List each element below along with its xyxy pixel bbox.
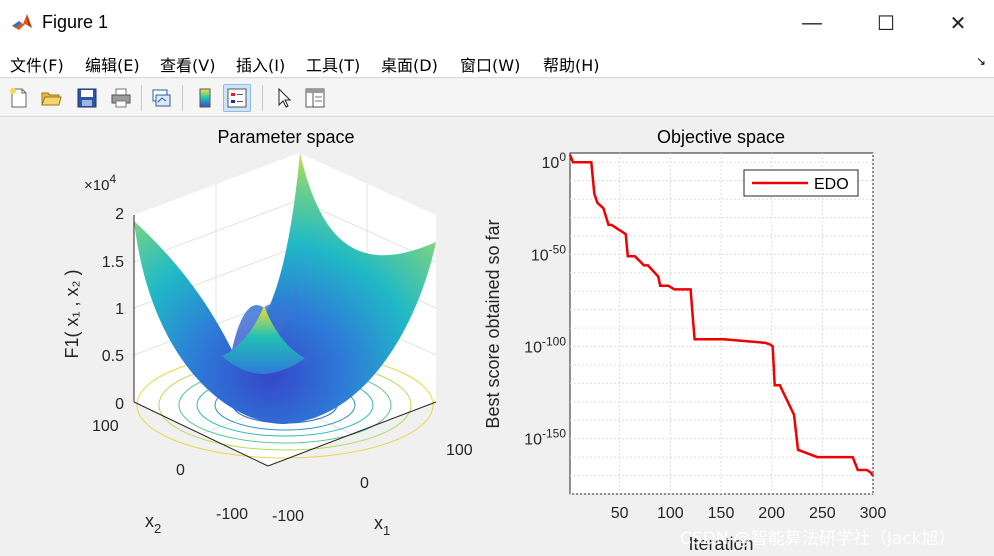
y-tick-labels: 100 10-50 10-100 10-150 — [524, 150, 566, 448]
x-tick: 100 — [446, 442, 473, 459]
menu-edit[interactable]: 编辑(E) — [85, 56, 140, 75]
property-inspector-button[interactable] — [301, 84, 329, 112]
figure-toolbar — [0, 79, 994, 117]
plot-area — [569, 152, 874, 495]
colorbar-icon — [199, 88, 211, 108]
surface-front-peak — [222, 306, 305, 374]
surface-plot: 2 1.5 1 0.5 0 ×104 100 0 -100 100 0 -100… — [62, 127, 473, 538]
new-figure-icon — [10, 88, 27, 108]
save-icon — [77, 88, 97, 108]
x-tick: 300 — [860, 505, 887, 522]
figure-svg: 2 1.5 1 0.5 0 ×104 100 0 -100 100 0 -100… — [62, 127, 956, 554]
surface-bowl — [134, 153, 436, 424]
x-tick: 50 — [611, 505, 629, 522]
menu-insert[interactable]: 插入(I) — [236, 56, 286, 75]
z-tick-labels: 2 1.5 1 0.5 0 — [102, 206, 124, 413]
convergence-plot: 50 100 150 200 250 300 100 10-50 10-100 … — [483, 127, 886, 554]
print-icon — [111, 88, 131, 108]
matlab-logo-icon — [11, 11, 33, 33]
y-tick: -100 — [216, 506, 248, 523]
z-tick: 0.5 — [102, 348, 124, 365]
x-axis-line — [267, 401, 437, 467]
x-tick: 100 — [657, 505, 684, 522]
y-tick: 10-150 — [524, 427, 566, 449]
new-figure-button[interactable] — [5, 84, 33, 112]
maximize-button[interactable]: ☐ — [877, 12, 895, 35]
y-tick: 10-50 — [531, 242, 566, 264]
x-grid — [619, 153, 874, 494]
colorbar-button[interactable] — [191, 84, 219, 112]
legend-button[interactable] — [223, 84, 251, 112]
y-tick: 100 — [92, 418, 119, 435]
x-tick-labels: 100 0 -100 — [272, 442, 473, 525]
legend-icon — [227, 88, 247, 108]
minimize-button[interactable]: — — [802, 11, 822, 34]
link-plot-icon — [152, 89, 171, 107]
open-file-icon — [41, 92, 62, 106]
close-button[interactable]: ✕ — [949, 12, 967, 35]
y-axis-label: x2 — [145, 511, 161, 536]
surface-title: Parameter space — [217, 127, 354, 147]
x-axis-label: x1 — [374, 513, 390, 538]
y-tick: 10-100 — [524, 335, 566, 357]
window-title-bar: Figure 1 — ☐ ✕ — [0, 0, 994, 46]
y-tick: 0 — [176, 462, 185, 479]
x-tick: 0 — [360, 475, 369, 492]
series-line-edo — [568, 154, 874, 477]
y-tick-labels: 100 0 -100 — [92, 418, 248, 523]
x-tick: 200 — [758, 505, 785, 522]
save-button[interactable] — [73, 84, 101, 112]
objective-title: Objective space — [657, 127, 785, 147]
menu-file[interactable]: 文件(F) — [10, 56, 64, 75]
pointer-icon — [278, 87, 292, 108]
z-tick: 1.5 — [102, 254, 124, 271]
legend-label-edo: EDO — [814, 176, 849, 193]
menu-overflow-arrow-icon[interactable]: ↘ — [975, 54, 986, 68]
window-title: Figure 1 — [42, 12, 109, 32]
y-axis-line — [133, 401, 269, 467]
x-tick: 150 — [708, 505, 735, 522]
pointer-button[interactable] — [269, 84, 297, 112]
property-inspector-icon — [305, 88, 325, 108]
menu-view[interactable]: 查看(V) — [160, 56, 216, 75]
x-tick: -100 — [272, 508, 304, 525]
link-plot-button[interactable] — [147, 84, 175, 112]
open-file-button[interactable] — [37, 84, 65, 112]
z-exponent: ×104 — [84, 172, 116, 194]
figure-canvas: 2 1.5 1 0.5 0 ×104 100 0 -100 100 0 -100… — [0, 118, 994, 556]
z-tick: 1 — [115, 301, 124, 318]
y-axis-label: Best score obtained so far — [483, 219, 503, 428]
menu-window[interactable]: 窗口(W) — [460, 56, 521, 75]
menu-help[interactable]: 帮助(H) — [543, 56, 600, 75]
legend[interactable]: EDO — [743, 169, 859, 197]
menu-desktop[interactable]: 桌面(D) — [381, 56, 438, 75]
watermark: CSDN @智能算法研学社（Jack旭） — [680, 529, 956, 549]
toolbar-separator — [182, 85, 183, 111]
y-tick: 100 — [542, 150, 567, 172]
x-axis-label: Iteration — [688, 534, 753, 554]
z-tick: 2 — [115, 206, 124, 223]
x-tick-labels: 50 100 150 200 250 300 — [611, 505, 887, 522]
menu-tools[interactable]: 工具(T) — [306, 56, 361, 75]
x-tick: 250 — [809, 505, 836, 522]
toolbar-separator — [141, 85, 142, 111]
menu-bar: 文件(F) 编辑(E) 查看(V) 插入(I) 工具(T) 桌面(D) 窗口(W… — [0, 46, 994, 78]
toolbar-separator — [262, 85, 263, 111]
z-axis-label: F1( x₁ , x₂ ) — [62, 269, 82, 358]
z-tick: 0 — [115, 396, 124, 413]
print-button[interactable] — [107, 84, 135, 112]
